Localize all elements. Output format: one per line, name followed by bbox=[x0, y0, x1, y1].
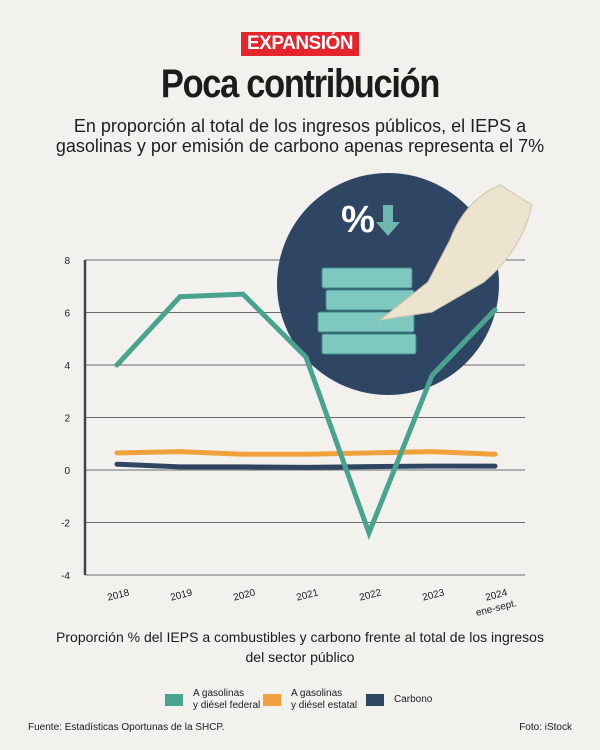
x-tick-label: 2019 bbox=[169, 587, 194, 603]
y-tick-label: 4 bbox=[64, 361, 70, 372]
page-subtitle: En proporción al total de los ingresos p… bbox=[55, 116, 545, 156]
x-tick-label: 2022 bbox=[358, 587, 383, 603]
photo-credit: Foto: iStock bbox=[519, 722, 572, 733]
legend-label-line2: y diésel estatal bbox=[291, 700, 358, 711]
y-tick-label: 6 bbox=[64, 309, 70, 320]
x-tick-label: 2018 bbox=[106, 587, 131, 603]
y-tick-label: -4 bbox=[61, 571, 70, 582]
y-tick-label: 8 bbox=[64, 256, 70, 267]
x-tick-label: 2020 bbox=[232, 587, 257, 603]
money-bundle bbox=[321, 267, 413, 289]
y-tick-label: -2 bbox=[61, 519, 70, 530]
legend-swatch-federal bbox=[165, 694, 183, 706]
legend-swatch-estatal bbox=[263, 694, 281, 706]
series-line bbox=[114, 449, 498, 457]
x-tick-sublabel: ene-sept. bbox=[475, 598, 518, 619]
x-tick-label: 2023 bbox=[421, 587, 446, 603]
down-arrow-icon bbox=[376, 205, 400, 236]
chart-caption: Proporción % del IEPS a combustibles y c… bbox=[56, 629, 544, 665]
legend-label-line1: A gasolinas bbox=[291, 688, 343, 699]
money-bundle bbox=[321, 333, 417, 355]
page-title: Poca contribución bbox=[160, 62, 440, 106]
legend-label-line1: Carbono bbox=[394, 694, 433, 705]
legend-item-federal: A gasolinas y diésel federal bbox=[165, 686, 273, 714]
legend-label-line1: A gasolinas bbox=[193, 688, 245, 699]
percent-symbol: % bbox=[341, 199, 375, 241]
series-line bbox=[114, 461, 498, 470]
x-tick-label: 2024 bbox=[484, 587, 509, 603]
legend-swatch-carbono bbox=[366, 694, 384, 706]
source-note: Fuente: Estadísticas Oportunas de la SHC… bbox=[28, 722, 225, 733]
series-line bbox=[114, 291, 498, 541]
pointing-hand bbox=[378, 184, 533, 321]
x-tick-label: 2021 bbox=[295, 587, 320, 603]
brand-logo: EXPANSIÓN bbox=[241, 32, 359, 56]
y-tick-label: 2 bbox=[64, 414, 70, 425]
legend-label-line2: y diésel federal bbox=[193, 700, 261, 711]
y-tick-label: 0 bbox=[64, 466, 70, 477]
line-chart: 8 6 4 2 0 -2 -4% 2018 2019 2020 2021 2022 2023 2024en… bbox=[61, 173, 533, 619]
legend-item-estatal: A gasolinas y diésel estatal bbox=[263, 686, 371, 714]
legend-item-carbono: Carbono bbox=[366, 686, 474, 714]
